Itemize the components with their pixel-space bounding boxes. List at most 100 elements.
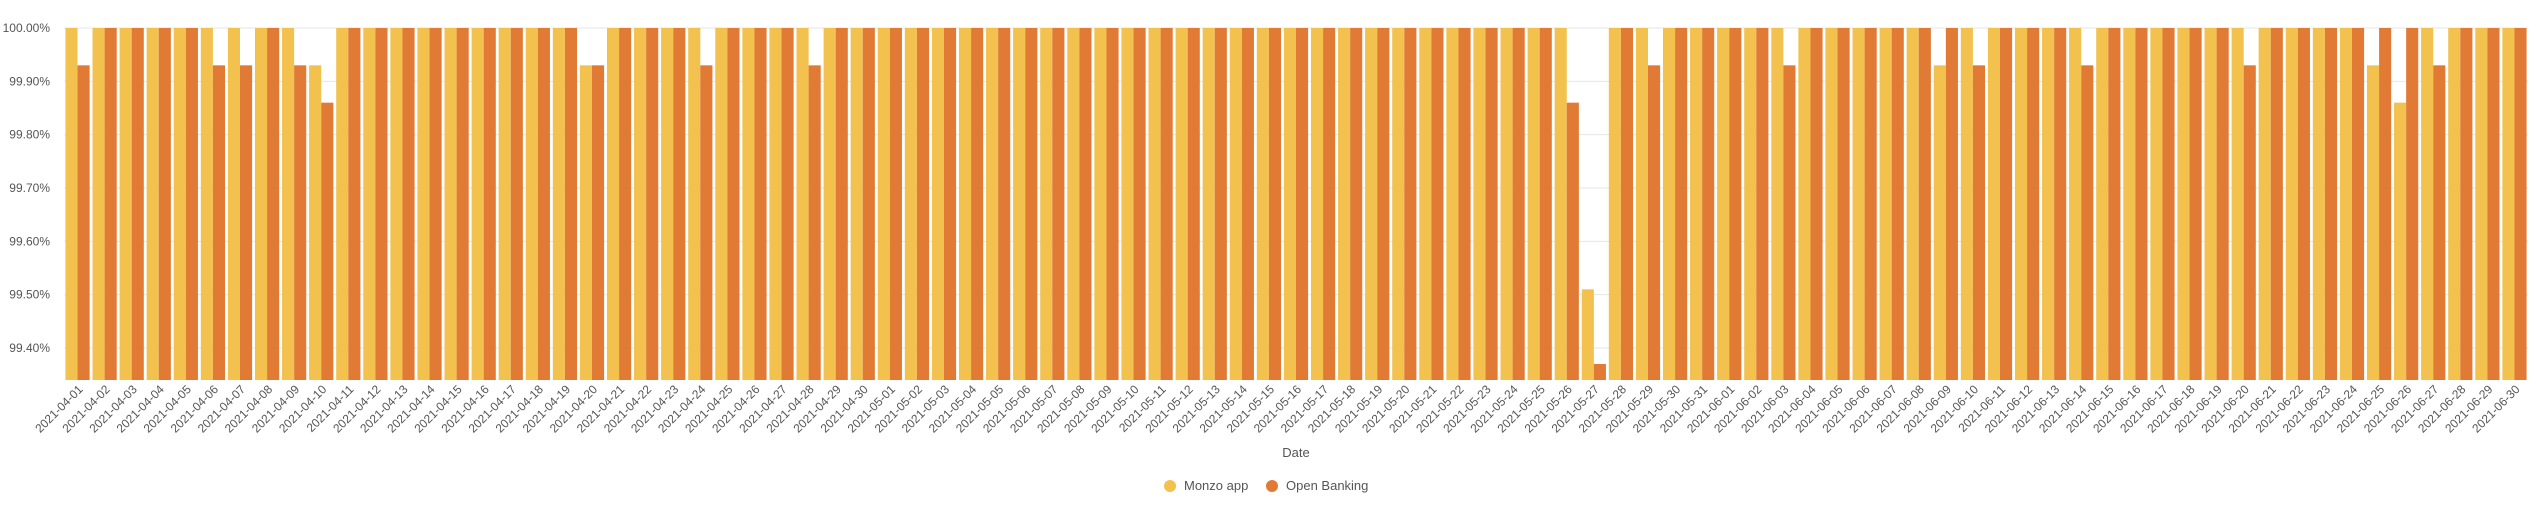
- bar-open-banking[interactable]: [835, 28, 848, 380]
- bar-open-banking[interactable]: [1458, 28, 1471, 380]
- bar-monzo-app[interactable]: [1121, 28, 1134, 380]
- bar-open-banking[interactable]: [673, 28, 686, 380]
- bar-monzo-app[interactable]: [1229, 28, 1242, 380]
- bar-open-banking[interactable]: [1160, 28, 1173, 380]
- bar-open-banking[interactable]: [1241, 28, 1254, 380]
- bar-monzo-app[interactable]: [2150, 28, 2163, 380]
- bar-open-banking[interactable]: [646, 28, 659, 380]
- bar-monzo-app[interactable]: [2448, 28, 2461, 380]
- bar-open-banking[interactable]: [2216, 28, 2229, 380]
- bar-open-banking[interactable]: [998, 28, 1011, 380]
- bar-open-banking[interactable]: [592, 65, 605, 380]
- bar-monzo-app[interactable]: [2285, 28, 2298, 380]
- bar-open-banking[interactable]: [808, 65, 821, 380]
- bar-open-banking[interactable]: [1566, 102, 1579, 381]
- bar-open-banking[interactable]: [1106, 28, 1119, 380]
- bar-monzo-app[interactable]: [1473, 28, 1486, 380]
- bar-monzo-app[interactable]: [1987, 28, 2000, 380]
- bar-monzo-app[interactable]: [1554, 28, 1567, 380]
- bar-monzo-app[interactable]: [2502, 28, 2515, 380]
- bar-monzo-app[interactable]: [65, 28, 78, 380]
- bar-monzo-app[interactable]: [363, 28, 376, 380]
- bar-monzo-app[interactable]: [1175, 28, 1188, 380]
- bar-open-banking[interactable]: [2189, 28, 2202, 380]
- bar-monzo-app[interactable]: [2421, 28, 2434, 380]
- bar-open-banking[interactable]: [537, 28, 550, 380]
- bar-open-banking[interactable]: [971, 28, 984, 380]
- bar-open-banking[interactable]: [212, 65, 226, 380]
- bar-monzo-app[interactable]: [2312, 28, 2325, 380]
- bar-open-banking[interactable]: [1675, 28, 1688, 380]
- bar-open-banking[interactable]: [185, 28, 198, 380]
- bar-open-banking[interactable]: [1783, 65, 1796, 380]
- bar-open-banking[interactable]: [1620, 28, 1634, 380]
- bar-open-banking[interactable]: [2460, 28, 2473, 380]
- bar-monzo-app[interactable]: [498, 28, 511, 380]
- bar-monzo-app[interactable]: [2123, 28, 2136, 380]
- bar-open-banking[interactable]: [1972, 65, 1986, 380]
- bar-open-banking[interactable]: [321, 102, 334, 381]
- bar-monzo-app[interactable]: [1094, 28, 1107, 380]
- bar-open-banking[interactable]: [1052, 28, 1065, 380]
- bar-monzo-app[interactable]: [850, 28, 863, 380]
- bar-open-banking[interactable]: [294, 65, 307, 380]
- bar-monzo-app[interactable]: [1392, 28, 1405, 380]
- bar-monzo-app[interactable]: [1256, 28, 1269, 380]
- legend-label[interactable]: Monzo app: [1184, 478, 1248, 493]
- bar-monzo-app[interactable]: [2096, 28, 2109, 380]
- bar-monzo-app[interactable]: [417, 28, 430, 380]
- bar-open-banking[interactable]: [1702, 28, 1715, 380]
- bar-monzo-app[interactable]: [634, 28, 647, 380]
- bar-monzo-app[interactable]: [2177, 28, 2190, 380]
- bar-monzo-app[interactable]: [200, 28, 213, 380]
- bar-monzo-app[interactable]: [336, 28, 349, 380]
- bar-monzo-app[interactable]: [1960, 28, 1973, 380]
- bar-open-banking[interactable]: [1918, 28, 1931, 380]
- bar-open-banking[interactable]: [77, 65, 90, 380]
- bar-open-banking[interactable]: [267, 28, 280, 380]
- bar-monzo-app[interactable]: [1419, 28, 1432, 380]
- bar-monzo-app[interactable]: [1852, 28, 1865, 380]
- bar-open-banking[interactable]: [2406, 28, 2419, 380]
- bar-monzo-app[interactable]: [1879, 28, 1892, 380]
- bar-open-banking[interactable]: [429, 28, 442, 380]
- bar-open-banking[interactable]: [1729, 28, 1742, 380]
- bar-open-banking[interactable]: [2324, 28, 2338, 380]
- bar-monzo-app[interactable]: [254, 28, 268, 380]
- bar-monzo-app[interactable]: [579, 65, 592, 380]
- bar-open-banking[interactable]: [348, 28, 361, 380]
- bar-open-banking[interactable]: [1593, 364, 1606, 380]
- bar-open-banking[interactable]: [1648, 65, 1661, 380]
- bar-monzo-app[interactable]: [1744, 28, 1757, 380]
- bar-open-banking[interactable]: [1025, 28, 1038, 380]
- bar-open-banking[interactable]: [402, 28, 415, 380]
- bar-monzo-app[interactable]: [931, 28, 944, 380]
- bar-monzo-app[interactable]: [715, 28, 728, 380]
- bar-monzo-app[interactable]: [1690, 28, 1703, 380]
- bar-open-banking[interactable]: [889, 28, 902, 380]
- bar-monzo-app[interactable]: [1527, 28, 1540, 380]
- bar-monzo-app[interactable]: [2042, 28, 2055, 380]
- bar-open-banking[interactable]: [1296, 28, 1309, 380]
- bar-monzo-app[interactable]: [471, 28, 484, 380]
- bar-open-banking[interactable]: [2054, 28, 2067, 380]
- bar-open-banking[interactable]: [727, 28, 740, 380]
- bar-open-banking[interactable]: [1404, 28, 1417, 380]
- bar-open-banking[interactable]: [158, 28, 171, 380]
- bar-open-banking[interactable]: [510, 28, 523, 380]
- bar-monzo-app[interactable]: [1608, 28, 1621, 380]
- bar-monzo-app[interactable]: [1283, 28, 1296, 380]
- bar-open-banking[interactable]: [619, 28, 632, 380]
- bar-monzo-app[interactable]: [1148, 28, 1161, 380]
- bar-open-banking[interactable]: [2433, 65, 2446, 380]
- bar-open-banking[interactable]: [2514, 28, 2527, 380]
- bar-monzo-app[interactable]: [390, 28, 403, 380]
- bar-monzo-app[interactable]: [823, 28, 836, 380]
- bar-open-banking[interactable]: [2487, 28, 2500, 380]
- bar-open-banking[interactable]: [2379, 28, 2392, 380]
- bar-open-banking[interactable]: [104, 28, 117, 380]
- bar-monzo-app[interactable]: [1310, 28, 1324, 380]
- bar-monzo-app[interactable]: [282, 28, 295, 380]
- bar-monzo-app[interactable]: [1040, 28, 1053, 380]
- bar-monzo-app[interactable]: [1067, 28, 1080, 380]
